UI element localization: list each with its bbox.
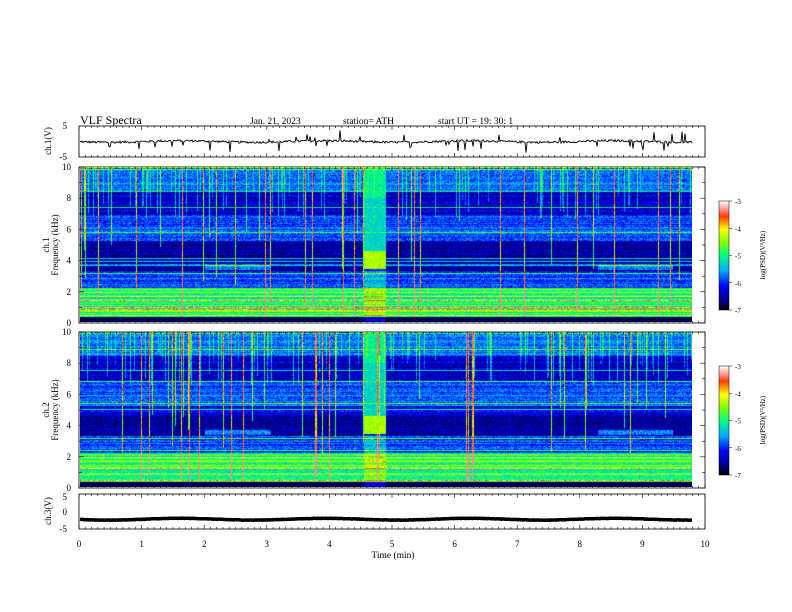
ch1-voltage-ylabel: ch.1(V) — [43, 127, 53, 155]
ch2-colorbar: -3 -4 -5 -6 -7 log(PSD)(V²/Hz) — [718, 363, 767, 480]
ch1-frequency-yticks: 0 2 4 6 8 10 — [62, 162, 705, 328]
ch3-ytick-0: 0 — [63, 507, 68, 517]
colorbar-tick-label: -5 — [735, 418, 741, 426]
ch2-frequency-ylabel: Frequency (kHz) — [50, 379, 60, 440]
ch2-spectrogram-image — [80, 332, 692, 487]
frequency-tick-label: 2 — [67, 452, 72, 462]
frequency-tick-label: 2 — [67, 287, 72, 297]
date-label: Jan. 21, 2023 — [250, 117, 301, 127]
ch3-ytick-neg5: -5 — [60, 524, 68, 534]
colorbar-tick-label: -6 — [735, 280, 741, 288]
x-tick-label: 9 — [640, 539, 645, 549]
x-tick-label: 5 — [390, 539, 395, 549]
frequency-tick-label: 0 — [67, 483, 72, 493]
x-tick-label: 8 — [578, 539, 583, 549]
colorbar-tick-label: -6 — [735, 445, 741, 453]
time-axis-ticks: 0 1 2 3 4 5 6 7 8 9 10 — [77, 126, 710, 549]
figure-title: VLF Spectra — [80, 113, 142, 127]
ch1-channel-label: ch.1 — [41, 237, 51, 252]
colorbar-tick-label: -7 — [735, 472, 741, 480]
ch1-voltage-trace — [79, 130, 693, 153]
x-tick-label: 2 — [202, 539, 207, 549]
colorbar-tick-label: -3 — [735, 198, 741, 206]
ch3-voltage-panel: 5 0 -5 ch.3(V) — [43, 492, 706, 534]
ch2-colorbar-label: log(PSD)(V²/Hz) — [759, 395, 767, 444]
ch3-ytick-5: 5 — [63, 492, 68, 502]
x-tick-label: 0 — [77, 539, 82, 549]
frequency-tick-label: 8 — [67, 193, 72, 203]
ch3-voltage-ylabel: ch.3(V) — [43, 497, 53, 525]
x-tick-label: 10 — [701, 539, 711, 549]
frequency-tick-label: 6 — [67, 389, 72, 399]
ch1-ytick-5: 5 — [63, 121, 68, 131]
frequency-tick-label: 8 — [67, 358, 72, 368]
ch1-voltage-panel: 5 -5 ch.1(V) — [43, 121, 706, 162]
colorbar-tick-label: -3 — [735, 363, 741, 371]
ch3-voltage-frame — [78, 493, 706, 530]
x-tick-label: 3 — [265, 539, 270, 549]
ch1-ytick-neg5: -5 — [60, 152, 68, 162]
colorbar-tick-label: -5 — [735, 253, 741, 261]
frequency-tick-label: 10 — [62, 162, 72, 172]
x-tick-label: 6 — [452, 539, 457, 549]
ch2-spectrogram-panel: 0 2 4 6 8 10 ch.2 Frequency (kHz) — [41, 327, 706, 493]
colorbar-tick-label: -4 — [735, 225, 741, 233]
x-tick-label: 7 — [515, 539, 520, 549]
ch1-frequency-ylabel: Frequency (kHz) — [50, 214, 60, 275]
frequency-tick-label: 4 — [67, 421, 72, 431]
frequency-tick-label: 10 — [62, 327, 72, 337]
ch1-spectrogram-panel: 0 2 4 6 8 10 ch.1 Frequency (kHz) — [41, 162, 706, 328]
start-time-label: start UT = 19: 30: 1 — [438, 117, 513, 127]
ch2-colorbar-bar — [718, 365, 730, 476]
frequency-tick-label: 6 — [67, 224, 72, 234]
ch3-voltage-yticks: 5 0 -5 — [60, 492, 68, 534]
ch2-frequency-yticks: 0 2 4 6 8 10 — [62, 327, 705, 493]
ch2-colorbar-ticks: -3 -4 -5 -6 -7 — [729, 363, 741, 480]
x-tick-label: 1 — [139, 539, 144, 549]
frequency-tick-label: 0 — [67, 318, 72, 328]
frequency-tick-label: 4 — [67, 256, 72, 266]
colorbar-tick-label: -7 — [735, 307, 741, 315]
time-axis-label: Time (min) — [371, 550, 414, 561]
ch1-colorbar-bar — [718, 200, 730, 311]
ch2-channel-label: ch.2 — [41, 402, 51, 417]
ch1-colorbar-label: log(PSD)(V²/Hz) — [759, 230, 767, 279]
ch1-colorbar: -3 -4 -5 -6 -7 log(PSD)(V²/Hz) — [718, 198, 767, 315]
ch1-voltage-yticks: 5 -5 — [60, 121, 68, 162]
station-label: station= ATH — [343, 117, 394, 127]
x-tick-label: 4 — [327, 539, 332, 549]
ch1-colorbar-ticks: -3 -4 -5 -6 -7 — [729, 198, 741, 315]
colorbar-tick-label: -4 — [735, 390, 741, 398]
ch1-spectrogram-image — [80, 167, 692, 322]
ch3-voltage-trace — [79, 516, 693, 523]
